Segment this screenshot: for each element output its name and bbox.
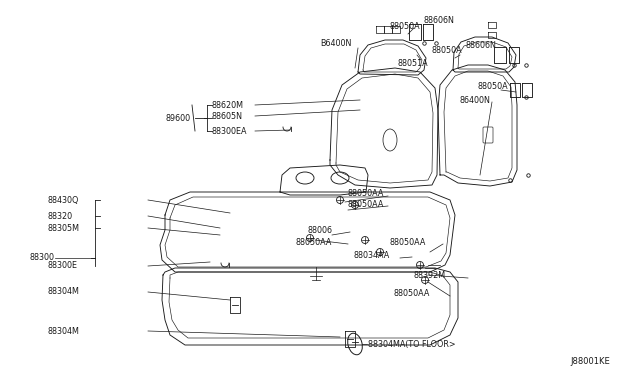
- Text: 88304M: 88304M: [48, 288, 80, 296]
- Text: 88606N: 88606N: [424, 16, 455, 25]
- Text: 88050A: 88050A: [390, 22, 420, 31]
- Text: 89600: 89600: [165, 113, 190, 122]
- Text: 88430Q: 88430Q: [48, 196, 79, 205]
- Text: 88034AA: 88034AA: [354, 250, 390, 260]
- Text: 88304MA(TO FLOOR>: 88304MA(TO FLOOR>: [368, 340, 456, 349]
- Text: 88320: 88320: [48, 212, 73, 221]
- Text: 88050AA: 88050AA: [389, 237, 426, 247]
- Text: 88050AA: 88050AA: [348, 189, 385, 198]
- Text: 88006: 88006: [308, 225, 333, 234]
- Text: 88050A: 88050A: [477, 81, 508, 90]
- Text: 88051A: 88051A: [398, 58, 429, 67]
- Text: 88050AA: 88050AA: [393, 289, 429, 298]
- Text: 88300: 88300: [30, 253, 55, 263]
- Text: J88001KE: J88001KE: [570, 357, 610, 366]
- Text: 88304M: 88304M: [48, 327, 80, 336]
- Text: 86400N: 86400N: [459, 96, 490, 105]
- Text: 88050AA: 88050AA: [296, 237, 332, 247]
- Text: 88050A: 88050A: [432, 45, 463, 55]
- Text: 88305M: 88305M: [48, 224, 80, 232]
- Text: 88300EA: 88300EA: [212, 126, 248, 135]
- Text: 88620M: 88620M: [212, 100, 244, 109]
- Text: 88392M: 88392M: [413, 272, 445, 280]
- Text: 88050AA: 88050AA: [348, 199, 385, 208]
- Text: 88605N: 88605N: [212, 112, 243, 121]
- Text: 88606N: 88606N: [466, 41, 497, 49]
- Text: 88300E: 88300E: [48, 262, 78, 270]
- Text: B6400N: B6400N: [320, 38, 351, 48]
